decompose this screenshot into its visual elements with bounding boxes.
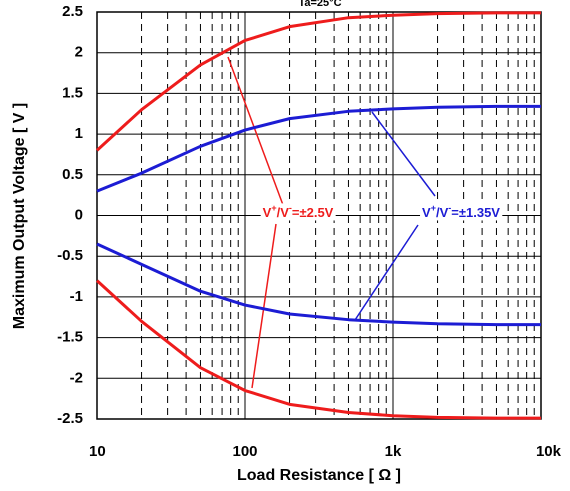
x-tick-label: 100 <box>232 443 257 460</box>
annotation-part: V <box>263 205 272 220</box>
x-tick-label: 10 <box>89 443 106 460</box>
leader-lines <box>227 56 436 389</box>
annotation-part: =±1.35V <box>451 205 500 220</box>
y-tick-label: 1.5 <box>62 84 83 101</box>
series-line <box>96 104 541 193</box>
annotation: V+/V-=±2.5V <box>263 203 334 220</box>
series-line <box>96 242 541 327</box>
x-tick-label: 1k <box>385 443 402 460</box>
annotation-part: - <box>289 203 292 213</box>
chart-title: Ta=25°C <box>298 0 341 9</box>
y-tick-label: 0.5 <box>62 166 83 183</box>
series-line <box>95 279 541 420</box>
annotation-background <box>420 203 503 221</box>
y-tick-label: 2.5 <box>62 3 83 20</box>
annotation-background <box>260 203 336 221</box>
leader-line <box>227 56 284 206</box>
y-axis-label: Maximum Output Voltage [ V ] <box>11 103 28 329</box>
annotation-part: /V <box>277 205 290 220</box>
plot-frame <box>96 11 542 420</box>
leader-line <box>371 111 436 197</box>
y-tick-label: 2 <box>75 44 83 61</box>
leader-line <box>251 223 277 389</box>
series-line <box>95 11 541 152</box>
annotation-part: =±2.5V <box>292 205 334 220</box>
annotation: V+/V-=±1.35V <box>422 203 500 220</box>
y-tick-label: -1.5 <box>57 329 83 346</box>
annotation-part: + <box>271 203 276 213</box>
y-tick-label: 0 <box>75 206 83 223</box>
y-tick-label: -2.5 <box>57 410 83 427</box>
annotation-part: /V <box>436 205 449 220</box>
annotation-part: - <box>448 203 451 213</box>
annotation-part: V <box>422 205 431 220</box>
x-tick-label: 10k <box>536 443 562 460</box>
x-axis-label: Load Resistance [ Ω ] <box>237 467 401 484</box>
annotation-part: + <box>431 203 436 213</box>
leader-line <box>354 224 419 321</box>
y-tick-label: 1 <box>75 125 83 142</box>
y-tick-label: -1 <box>70 288 83 305</box>
y-tick-label: -2 <box>70 369 83 386</box>
y-tick-label: -0.5 <box>57 247 83 264</box>
